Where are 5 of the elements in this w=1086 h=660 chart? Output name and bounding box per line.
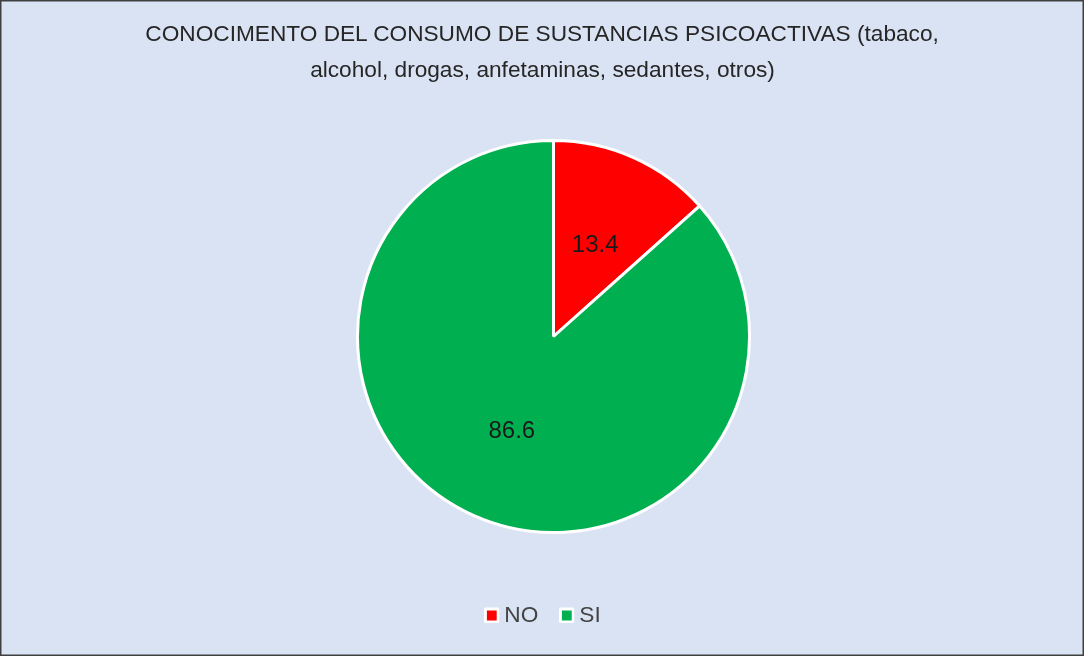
legend-label: SI xyxy=(579,601,601,628)
chart-title: CONOCIMENTO DEL CONSUMO DE SUSTANCIAS PSICOACTIVAS (tabaco, alcohol, drogas, anfetaminas, sedantes, otros) xyxy=(145,19,939,82)
legend-label: NO xyxy=(504,601,539,628)
data-label: 13.4 xyxy=(571,229,619,257)
data-label: 86.6 xyxy=(488,416,536,444)
